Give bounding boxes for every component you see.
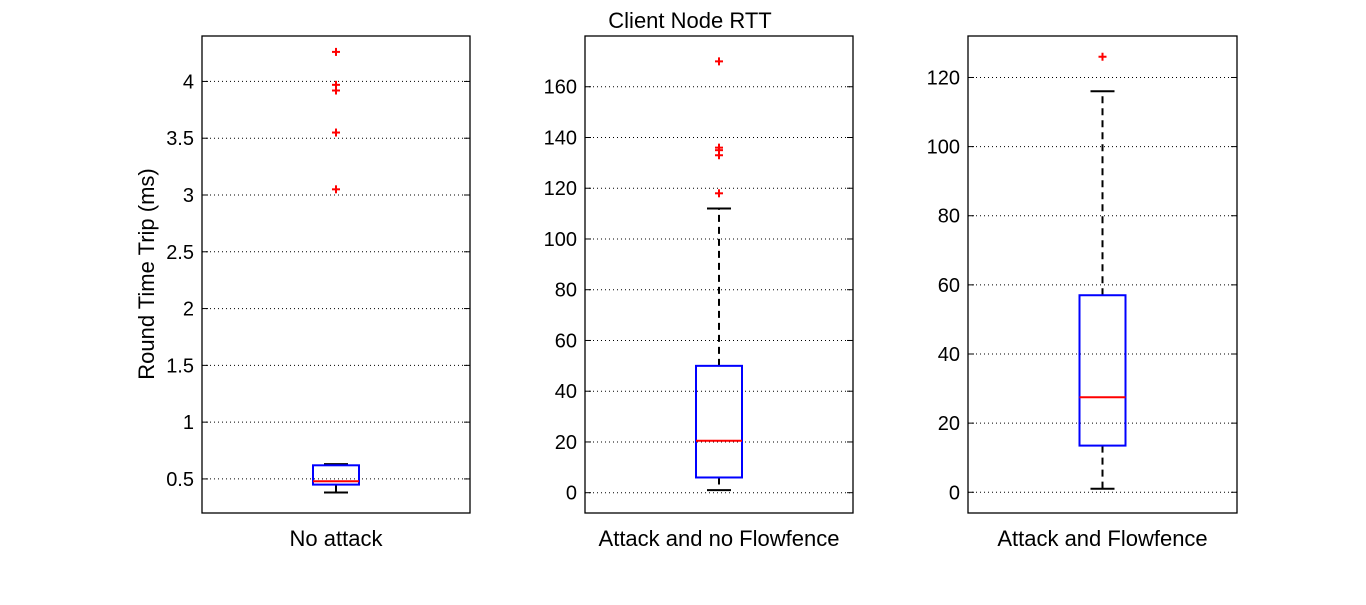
x-tick-label: Attack and Flowfence: [997, 526, 1207, 551]
y-tick-label: 4: [183, 71, 194, 93]
y-tick-label: 1: [183, 412, 194, 434]
y-tick-label: 140: [544, 127, 577, 149]
panel-3: 0 20 40 60 80 100 120 Attack and Flowfence: [927, 35, 1238, 551]
y-tick-label: 120: [544, 178, 577, 200]
y-tick-label: 60: [938, 275, 960, 297]
y-tick-label: 120: [927, 67, 960, 89]
y-tick-label: 40: [938, 344, 960, 366]
x-tick-label: No attack: [290, 526, 384, 551]
y-tick-label: 40: [555, 381, 577, 403]
y-tick-label: 20: [555, 432, 577, 454]
y-tick-label: 20: [938, 413, 960, 435]
axes-frame: [201, 35, 471, 514]
y-tick-label: 2: [183, 299, 194, 321]
y-tick-label: 0: [949, 482, 960, 504]
outlier-marker: [715, 57, 723, 66]
y-tick-label: 3.5: [166, 128, 194, 150]
y-tick-label: 80: [938, 206, 960, 228]
axes-frame: [584, 35, 854, 514]
iqr-box: [1078, 294, 1127, 447]
outlier-marker: [715, 189, 723, 198]
outlier-marker: [715, 143, 723, 152]
iqr-box: [695, 364, 743, 479]
y-tick-label: 1.5: [166, 355, 194, 377]
y-tick-label: 0.5: [166, 469, 194, 491]
panel-2: 0 20 40 60 80 100 120 140 160 Attack and no Flowf…: [544, 35, 854, 551]
y-axis-label: Round Time Trip (ms): [134, 168, 159, 380]
y-tick-label: 3: [183, 185, 194, 207]
x-tick-label: Attack and no Flowfence: [599, 526, 840, 551]
outlier-marker: [332, 128, 340, 137]
outlier-marker: [332, 47, 340, 56]
y-tick-label: 60: [555, 330, 577, 352]
y-tick-label: 160: [544, 77, 577, 99]
chart-title: Client Node RTT: [608, 8, 771, 33]
outlier-marker: [1098, 52, 1107, 61]
y-tick-label: 0: [566, 483, 577, 505]
y-tick-label: 100: [927, 137, 960, 159]
panels-group: 0.5 1 1.5 2 2.5 3 3.5 4 No attack 0 20 40 60 80 100 120…: [166, 35, 1238, 551]
outlier-marker: [332, 185, 340, 194]
iqr-box: [312, 464, 360, 486]
panel-1: 0.5 1 1.5 2 2.5 3 3.5 4 No attack: [166, 35, 471, 551]
axes-frame: [967, 35, 1238, 514]
y-tick-label: 2.5: [166, 242, 194, 264]
y-tick-label: 80: [555, 280, 577, 302]
outlier-marker: [332, 80, 340, 89]
y-tick-label: 100: [544, 229, 577, 251]
